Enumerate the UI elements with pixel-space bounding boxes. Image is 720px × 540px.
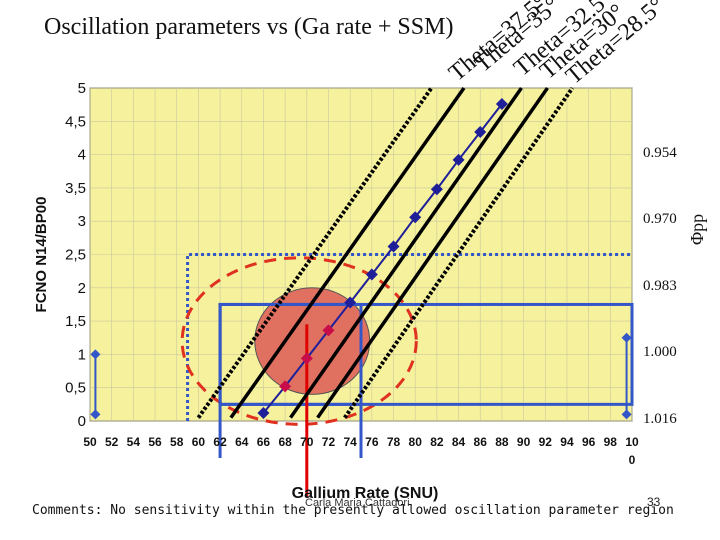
x-tick-label: 90 xyxy=(517,435,531,449)
data-point xyxy=(495,97,508,110)
data-point xyxy=(365,268,378,281)
y-tick-label: 2,5 xyxy=(65,247,86,264)
right-tick-1000: 1.000 xyxy=(643,344,677,360)
x-tick-label: 92 xyxy=(539,435,553,449)
data-point xyxy=(257,407,270,420)
x-tick-label: 56 xyxy=(148,435,162,449)
data-point xyxy=(344,296,357,309)
right-axis-label: Φpp xyxy=(687,213,707,245)
x-tick-label: 88 xyxy=(495,435,509,449)
theta-labels: Theta=37.5°Theta=35°Theta=32.5°Theta=30°… xyxy=(444,0,669,90)
x-tick-label: 96 xyxy=(582,435,596,449)
y-tick-label: 4 xyxy=(78,147,86,164)
x-tick-label: 66 xyxy=(257,435,271,449)
data-point xyxy=(452,153,465,166)
theta-lines xyxy=(196,86,575,419)
x-tick-label: 50 xyxy=(83,435,97,449)
data-point xyxy=(430,183,443,196)
y-tick-label: 5 xyxy=(78,80,86,97)
y-tick-label: 1,5 xyxy=(65,313,86,330)
x-tick-label: 98 xyxy=(604,435,618,449)
x-tick-label: 54 xyxy=(127,435,141,449)
x-tick-label: 82 xyxy=(430,435,444,449)
data-point xyxy=(387,240,400,253)
data-point xyxy=(322,324,335,337)
data-point xyxy=(300,352,313,365)
left-error-bar-end xyxy=(90,349,101,360)
y-tick-label: 0 xyxy=(78,413,86,430)
series-line xyxy=(262,103,503,414)
x-tick-label: 64 xyxy=(235,435,249,449)
x-tick-label: 70 xyxy=(300,435,314,449)
x-tick-label: 58 xyxy=(170,435,184,449)
data-point xyxy=(279,380,292,393)
x-tick-label: 78 xyxy=(387,435,401,449)
right-tick-1016: 1.016 xyxy=(643,411,677,427)
x-tick-label: 74 xyxy=(343,435,357,449)
x-tick-label: 72 xyxy=(322,435,336,449)
left-error-bar-end xyxy=(90,409,101,420)
y-tick-label: 3 xyxy=(78,213,86,230)
y-tick-label: 0,5 xyxy=(65,380,86,397)
data-series xyxy=(257,97,508,420)
theta-line xyxy=(343,86,575,419)
right-tick-0983: 0.983 xyxy=(643,278,677,294)
x-tick-label: 10 0 xyxy=(625,435,639,467)
theta-line xyxy=(229,86,466,419)
page-number: 33 xyxy=(647,495,661,509)
axes: 50 52 54 56 58 60 62 64 66 68 70 72 74 76 78 80 82 84 86 88… xyxy=(33,80,639,502)
theta-line xyxy=(289,86,523,419)
y-tick-label: 1 xyxy=(78,346,86,363)
right-error-bar-end xyxy=(621,409,632,420)
y-tick-label: 4,5 xyxy=(65,113,86,130)
x-tick-label: 68 xyxy=(278,435,292,449)
x-tick-label: 94 xyxy=(560,435,574,449)
theta-line xyxy=(316,86,549,419)
data-point xyxy=(409,211,422,224)
x-tick-label: 60 xyxy=(192,435,206,449)
right-error-bar-end xyxy=(621,332,632,343)
right-tick-0954: 0.954 xyxy=(643,145,677,161)
author-name: Carla Maria Cattadori xyxy=(305,497,410,509)
data-point xyxy=(474,125,487,138)
x-axis-label: Gallium Rate (SNU) xyxy=(292,485,439,502)
dashed-ellipse xyxy=(180,256,418,426)
y-axis-label: FCNO N14/BP00 xyxy=(33,197,50,313)
theta-line xyxy=(196,86,434,419)
chart-title: Oscillation parameters vs (Ga rate + SSM… xyxy=(44,14,454,40)
x-tick-label: 62 xyxy=(213,435,227,449)
x-tick-label: 76 xyxy=(365,435,379,449)
x-tick-label: 52 xyxy=(105,435,119,449)
x-tick-label: 84 xyxy=(452,435,466,449)
comments-text: Comments: No sensitivity within the pres… xyxy=(32,503,674,518)
x-tick-label: 80 xyxy=(409,435,423,449)
x-tick-label: 86 xyxy=(474,435,488,449)
right-tick-0970: 0.970 xyxy=(643,211,677,227)
y-tick-label: 3,5 xyxy=(65,180,86,197)
y-tick-label: 2 xyxy=(78,280,86,297)
